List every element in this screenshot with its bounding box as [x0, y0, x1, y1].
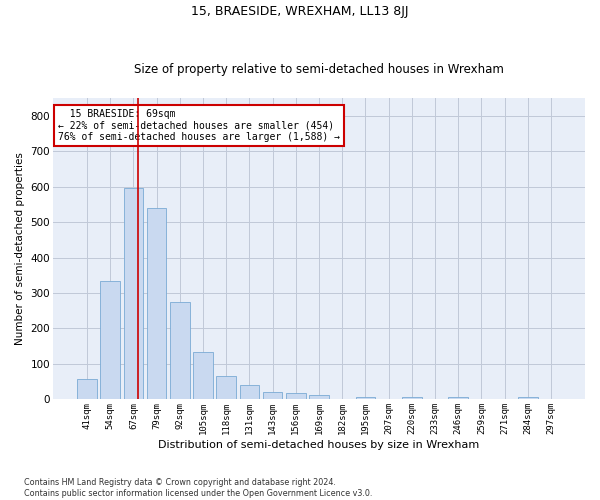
Bar — [170, 302, 190, 400]
Bar — [147, 208, 166, 400]
Bar — [448, 397, 468, 400]
Title: Size of property relative to semi-detached houses in Wrexham: Size of property relative to semi-detach… — [134, 63, 504, 76]
Text: 15 BRAESIDE: 69sqm
← 22% of semi-detached houses are smaller (454)
76% of semi-d: 15 BRAESIDE: 69sqm ← 22% of semi-detache… — [58, 108, 340, 142]
Bar — [100, 280, 120, 400]
X-axis label: Distribution of semi-detached houses by size in Wrexham: Distribution of semi-detached houses by … — [158, 440, 479, 450]
Bar — [193, 352, 213, 400]
Bar — [239, 385, 259, 400]
Bar — [263, 392, 283, 400]
Bar — [309, 395, 329, 400]
Y-axis label: Number of semi-detached properties: Number of semi-detached properties — [15, 152, 25, 345]
Bar — [217, 376, 236, 400]
Bar — [356, 398, 375, 400]
Text: 15, BRAESIDE, WREXHAM, LL13 8JJ: 15, BRAESIDE, WREXHAM, LL13 8JJ — [191, 5, 409, 18]
Bar — [77, 379, 97, 400]
Text: Contains HM Land Registry data © Crown copyright and database right 2024.
Contai: Contains HM Land Registry data © Crown c… — [24, 478, 373, 498]
Bar — [518, 396, 538, 400]
Bar — [402, 397, 422, 400]
Bar — [124, 188, 143, 400]
Bar — [286, 394, 305, 400]
